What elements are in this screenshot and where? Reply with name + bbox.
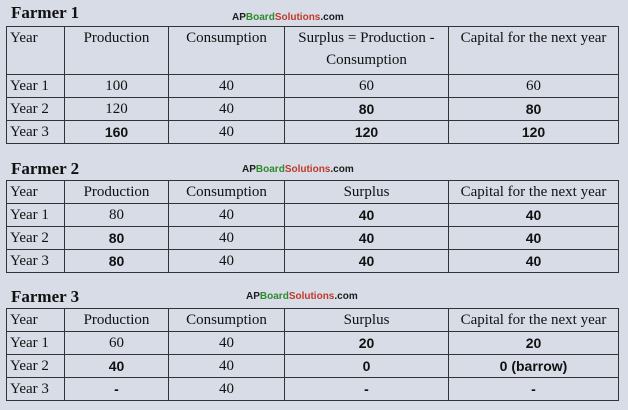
table-row: Year 1 100 40 60 60 <box>6 74 619 98</box>
table-header-row: Year Production Consumption Surplus Capi… <box>6 308 619 332</box>
site-logo: APBoardSolutions.com <box>246 291 358 302</box>
header-capital: Capital for the next year <box>448 308 619 332</box>
site-logo: APBoardSolutions.com <box>242 164 354 175</box>
header-surplus: Surplus <box>284 180 449 204</box>
header-production: Production <box>64 308 169 332</box>
table-row: Year 3 80 40 40 40 <box>6 249 619 273</box>
table-row: Year 3 - 40 - - <box>6 377 619 401</box>
farmer-2-section: Farmer 2 APBoardSolutions.com Year Produ… <box>6 156 619 280</box>
header-year: Year <box>6 308 65 332</box>
table-row: Year 2 40 40 0 0 (barrow) <box>6 354 619 378</box>
table-row: Year 1 60 40 20 20 <box>6 331 619 355</box>
farmer-3-section: Farmer 3 APBoardSolutions.com Year Produ… <box>6 286 619 408</box>
farmer-2-table: Year Production Consumption Surplus Capi… <box>6 180 619 273</box>
header-consumption: Consumption <box>168 26 285 75</box>
header-production: Production <box>64 26 169 75</box>
farmer-2-title: Farmer 2 <box>11 159 80 178</box>
header-surplus: Surplus = Production - Consumption <box>284 26 449 75</box>
table-row: Year 2 120 40 80 80 <box>6 97 619 121</box>
farmer-1-section: Farmer 1 APBoardSolutions.com Year Produ… <box>6 0 619 148</box>
header-year: Year <box>6 180 65 204</box>
header-consumption: Consumption <box>168 308 285 332</box>
table-row: Year 1 80 40 40 40 <box>6 203 619 227</box>
header-production: Production <box>64 180 169 204</box>
header-capital: Capital for the next year <box>448 180 619 204</box>
farmer-3-title: Farmer 3 <box>11 287 80 306</box>
farmer-3-table: Year Production Consumption Surplus Capi… <box>6 308 619 401</box>
table-row: Year 2 80 40 40 40 <box>6 226 619 250</box>
farmer-1-table: Year Production Consumption Surplus = Pr… <box>6 26 619 144</box>
header-capital: Capital for the next year <box>448 26 619 75</box>
table-row: Year 3 160 40 120 120 <box>6 120 619 144</box>
header-consumption: Consumption <box>168 180 285 204</box>
header-year: Year <box>6 26 65 75</box>
table-header-row: Year Production Consumption Surplus Capi… <box>6 180 619 204</box>
header-surplus: Surplus <box>284 308 449 332</box>
site-logo: APBoardSolutions.com <box>232 12 344 23</box>
table-header-row: Year Production Consumption Surplus = Pr… <box>6 26 619 75</box>
farmer-1-title: Farmer 1 <box>11 3 80 22</box>
